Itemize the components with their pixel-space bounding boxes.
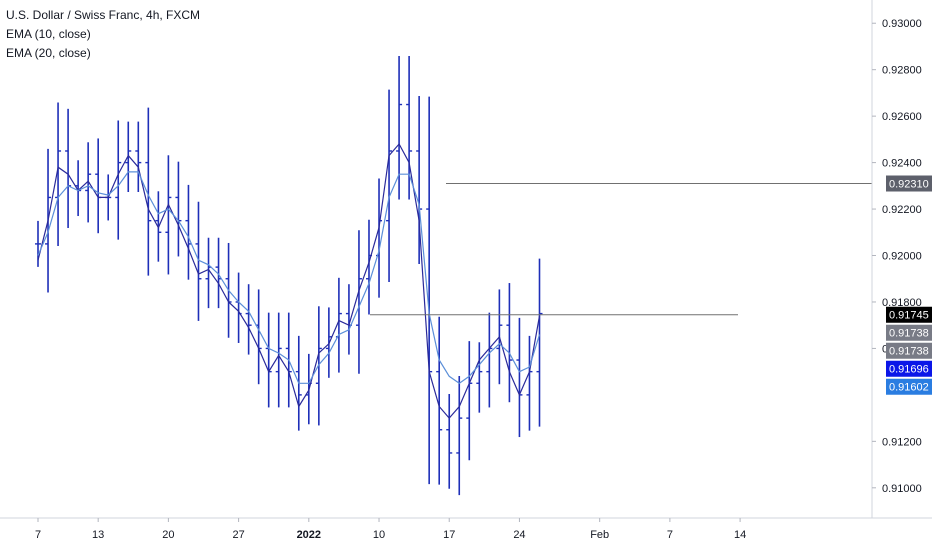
- price-tag-last: 0.91745: [886, 306, 932, 323]
- time-tick-label: 7: [667, 529, 673, 541]
- price-tag-label: 0.91738: [889, 328, 929, 340]
- price-tag-label: 0.91738: [889, 346, 929, 358]
- price-tick-label: 0.92800: [882, 65, 922, 77]
- price-bar: [85, 142, 92, 223]
- price-bar: [275, 312, 282, 408]
- price-tag-label: 0.91602: [889, 382, 929, 394]
- time-tick-label: 14: [734, 529, 746, 541]
- price-bar: [476, 342, 483, 413]
- price-tag-ema20: 0.91602: [886, 378, 932, 395]
- ema-lines: [37, 142, 541, 420]
- price-tag-gray: 0.91738: [886, 342, 932, 359]
- price-bar: [386, 89, 393, 282]
- time-tick-label: 17: [443, 529, 455, 541]
- price-tag-label: 0.91745: [889, 310, 929, 322]
- price-tick-label: 0.91200: [882, 436, 922, 448]
- price-tag-bg: [886, 342, 932, 359]
- plot-area[interactable]: [0, 0, 872, 518]
- time-tick-label: 27: [232, 529, 244, 541]
- price-tick-label: 0.92000: [882, 251, 922, 263]
- price-tag-bg: [886, 324, 932, 341]
- price-tag-ema10: 0.91696: [886, 360, 932, 377]
- ema10-line: [37, 142, 541, 420]
- price-tick-label: 0.92600: [882, 111, 922, 123]
- price-tick-label: 0.92400: [882, 158, 922, 170]
- time-tick-label: 7: [35, 529, 41, 541]
- plot-background: [0, 0, 872, 518]
- ema10-legend[interactable]: EMA (10, close): [6, 27, 91, 41]
- chart-legend: U.S. Dollar / Swiss Franc, 4h, FXCM EMA …: [6, 6, 200, 63]
- price-tick-label: 0.91800: [882, 297, 922, 309]
- price-tag-bg: [886, 306, 932, 323]
- price-bar: [536, 258, 543, 427]
- time-tick-label: 20: [162, 529, 174, 541]
- price-tag-bg: [886, 378, 932, 395]
- ema20-legend[interactable]: EMA (20, close): [6, 46, 91, 60]
- time-axis[interactable]: 7 13 20 27 2022 10 17 24 Feb 7 14: [0, 517, 932, 541]
- price-bar: [115, 120, 122, 240]
- time-tick-label: 10: [373, 529, 385, 541]
- price-tag-bg: [886, 360, 932, 377]
- price-bar: [446, 393, 453, 489]
- price-tags: 0.92310 0.91745 0.91738 0.91738 0.91696 0.916…: [886, 175, 932, 395]
- price-bar: [135, 121, 142, 192]
- price-bar: [355, 230, 362, 374]
- price-tag-bg: [886, 175, 932, 192]
- time-tick-label: 2022: [297, 529, 321, 541]
- symbol-title[interactable]: U.S. Dollar / Swiss Franc, 4h, FXCM: [6, 8, 201, 22]
- price-bar: [436, 316, 443, 485]
- price-bar: [506, 283, 513, 403]
- price-bar: [195, 201, 202, 321]
- horizontal-levels[interactable]: [370, 183, 872, 316]
- price-tick-label: 0.93000: [882, 18, 922, 30]
- time-tick-label: Feb: [590, 529, 609, 541]
- price-bar: [165, 155, 172, 275]
- time-tick-label: 24: [513, 529, 525, 541]
- price-tag-label: 0.92310: [889, 179, 929, 191]
- price-axis[interactable]: 0.93000 0.92800 0.92600 0.92400 0.92200 0.920…: [871, 0, 922, 518]
- price-tick-label: 0.91000: [882, 483, 922, 495]
- price-tag-label: 0.91696: [889, 364, 929, 376]
- ema20-line: [37, 171, 541, 385]
- price-tag-level: 0.92310: [886, 175, 932, 192]
- price-bar: [245, 284, 252, 355]
- price-bar: [145, 107, 152, 276]
- price-bar: [456, 375, 463, 496]
- time-tick-label: 13: [92, 529, 104, 541]
- price-tag-gray: 0.91738: [886, 324, 932, 341]
- price-tick-label: 0.92200: [882, 204, 922, 216]
